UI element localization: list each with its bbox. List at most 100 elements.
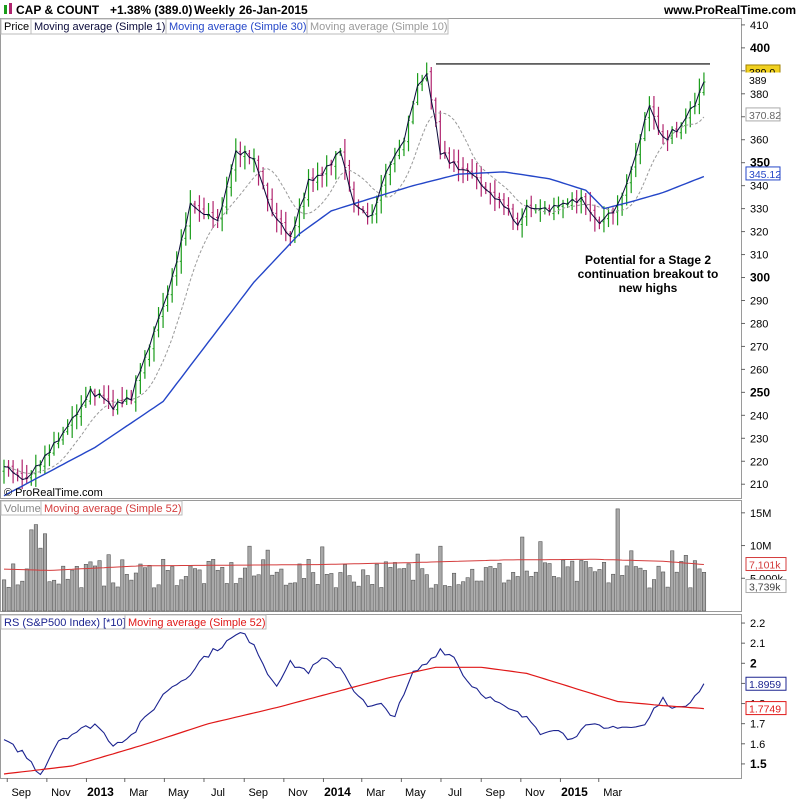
volume-bar xyxy=(111,582,116,612)
volume-bar xyxy=(683,555,688,612)
price-tick-label: 400 xyxy=(750,41,770,55)
volume-bar xyxy=(642,570,647,612)
rs-tick-label: 2.2 xyxy=(750,618,765,630)
price-tick-label: 290 xyxy=(750,295,768,307)
volume-bar xyxy=(583,561,588,612)
volume-bar xyxy=(565,566,570,612)
rs-value-tag xyxy=(745,676,787,691)
volume-bar xyxy=(311,572,316,612)
volume-bar xyxy=(120,559,125,612)
volume-bar xyxy=(570,560,575,612)
volume-bar xyxy=(38,547,43,612)
volume-bar xyxy=(247,545,252,612)
price-tick-label: 210 xyxy=(750,479,768,491)
annotation-line-3: new highs xyxy=(619,281,678,295)
volume-bar xyxy=(15,584,20,612)
price-tick-label: 280 xyxy=(750,318,768,330)
legend-ma10: Moving average (Simple 10) xyxy=(310,21,448,33)
volume-bar xyxy=(174,585,179,612)
volume-bar xyxy=(633,566,638,612)
date-label: 26-Jan-2015 xyxy=(239,3,308,17)
volume-bar xyxy=(574,580,579,612)
volume-bar xyxy=(261,559,266,612)
volume-bar xyxy=(333,587,338,612)
volume-bar xyxy=(697,568,702,612)
volume-bar xyxy=(11,563,16,612)
volume-bar xyxy=(402,568,407,612)
volume-bar xyxy=(661,571,666,612)
volume-bar xyxy=(179,579,184,612)
price-tick-label: 300 xyxy=(750,271,770,285)
x-tick-label: May xyxy=(168,787,189,799)
volume-bar xyxy=(502,582,507,612)
x-tick-label: 2014 xyxy=(324,785,351,799)
logo-icon-2 xyxy=(9,3,12,14)
volume-bar xyxy=(306,559,311,612)
price-tick-label: 410 xyxy=(750,20,768,32)
volume-bar xyxy=(229,562,234,612)
volume-bar xyxy=(420,568,425,612)
volume-bar xyxy=(206,560,211,612)
price-value-tag-label: 389 xyxy=(749,75,767,87)
volume-bar xyxy=(88,561,93,612)
price-tick-label: 250 xyxy=(750,385,770,399)
rs-value-tag-label: 1.7749 xyxy=(749,704,781,716)
volume-bar xyxy=(147,565,152,612)
rs-legend: RS (S&P500 Index) [*10] Moving average (… xyxy=(0,614,267,630)
rs-tick-label: 1.6 xyxy=(750,739,765,751)
volume-bar xyxy=(79,587,84,612)
volume-bar xyxy=(161,558,166,612)
rs-tick-label: 2 xyxy=(750,656,757,670)
volume-bar xyxy=(279,568,284,612)
volume-bar xyxy=(392,562,397,612)
volume-bar xyxy=(388,567,393,612)
volume-bar xyxy=(533,571,538,612)
volume-bar xyxy=(547,563,552,612)
volume-bar xyxy=(374,563,379,612)
volume-bar xyxy=(215,569,220,612)
volume-bar xyxy=(274,571,279,612)
legend-price: Price xyxy=(4,21,29,33)
rs-value-tag-label: 1.8959 xyxy=(749,679,781,691)
volume-bar xyxy=(170,566,175,612)
volume-bar xyxy=(24,568,29,612)
change-label: +1.38% (389.0) xyxy=(110,3,192,17)
volume-bar xyxy=(315,584,320,612)
volume-bar xyxy=(479,580,484,612)
volume-bar xyxy=(361,569,366,612)
price-legend: Price Moving average (Simple 1) Moving a… xyxy=(0,18,449,35)
x-tick-label: Nov xyxy=(51,787,71,799)
x-tick-label: Mar xyxy=(603,787,622,799)
legend-ma1: Moving average (Simple 1) xyxy=(34,21,165,33)
volume-bar xyxy=(383,561,388,612)
volume-bar xyxy=(597,569,602,612)
site-label[interactable]: www.ProRealTime.com xyxy=(663,3,796,17)
symbol-label: CAP & COUNT xyxy=(16,3,100,17)
volume-bar xyxy=(665,586,670,612)
volume-bar xyxy=(129,579,134,612)
volume-bar xyxy=(292,582,297,612)
price-tick-label: 220 xyxy=(750,456,768,468)
volume-bar xyxy=(347,575,352,612)
volume-bar xyxy=(520,536,525,612)
volume-bar xyxy=(183,576,188,612)
volume-bar xyxy=(115,586,120,612)
rs-ma-line xyxy=(3,666,704,775)
rs-tick-label: 2.1 xyxy=(750,638,765,650)
volume-bar xyxy=(488,566,493,612)
volume-bar xyxy=(61,565,66,612)
volume-bar xyxy=(674,571,679,612)
volume-bar xyxy=(106,554,111,612)
annotation-line-2: continuation breakout to xyxy=(578,267,719,281)
volume-bar xyxy=(492,568,497,612)
volume-bar xyxy=(588,567,593,612)
volume-bar xyxy=(529,576,534,612)
volume-bar xyxy=(265,549,270,612)
volume-bar xyxy=(415,553,420,612)
legend-volume-ma: Moving average (Simple 52) xyxy=(44,503,182,515)
legend-rs: RS (S&P500 Index) [*10] xyxy=(4,617,126,629)
price-tick-label: 350 xyxy=(750,156,770,170)
volume-bar xyxy=(97,560,102,612)
volume-ma-line xyxy=(3,558,704,571)
volume-bar xyxy=(124,574,129,612)
